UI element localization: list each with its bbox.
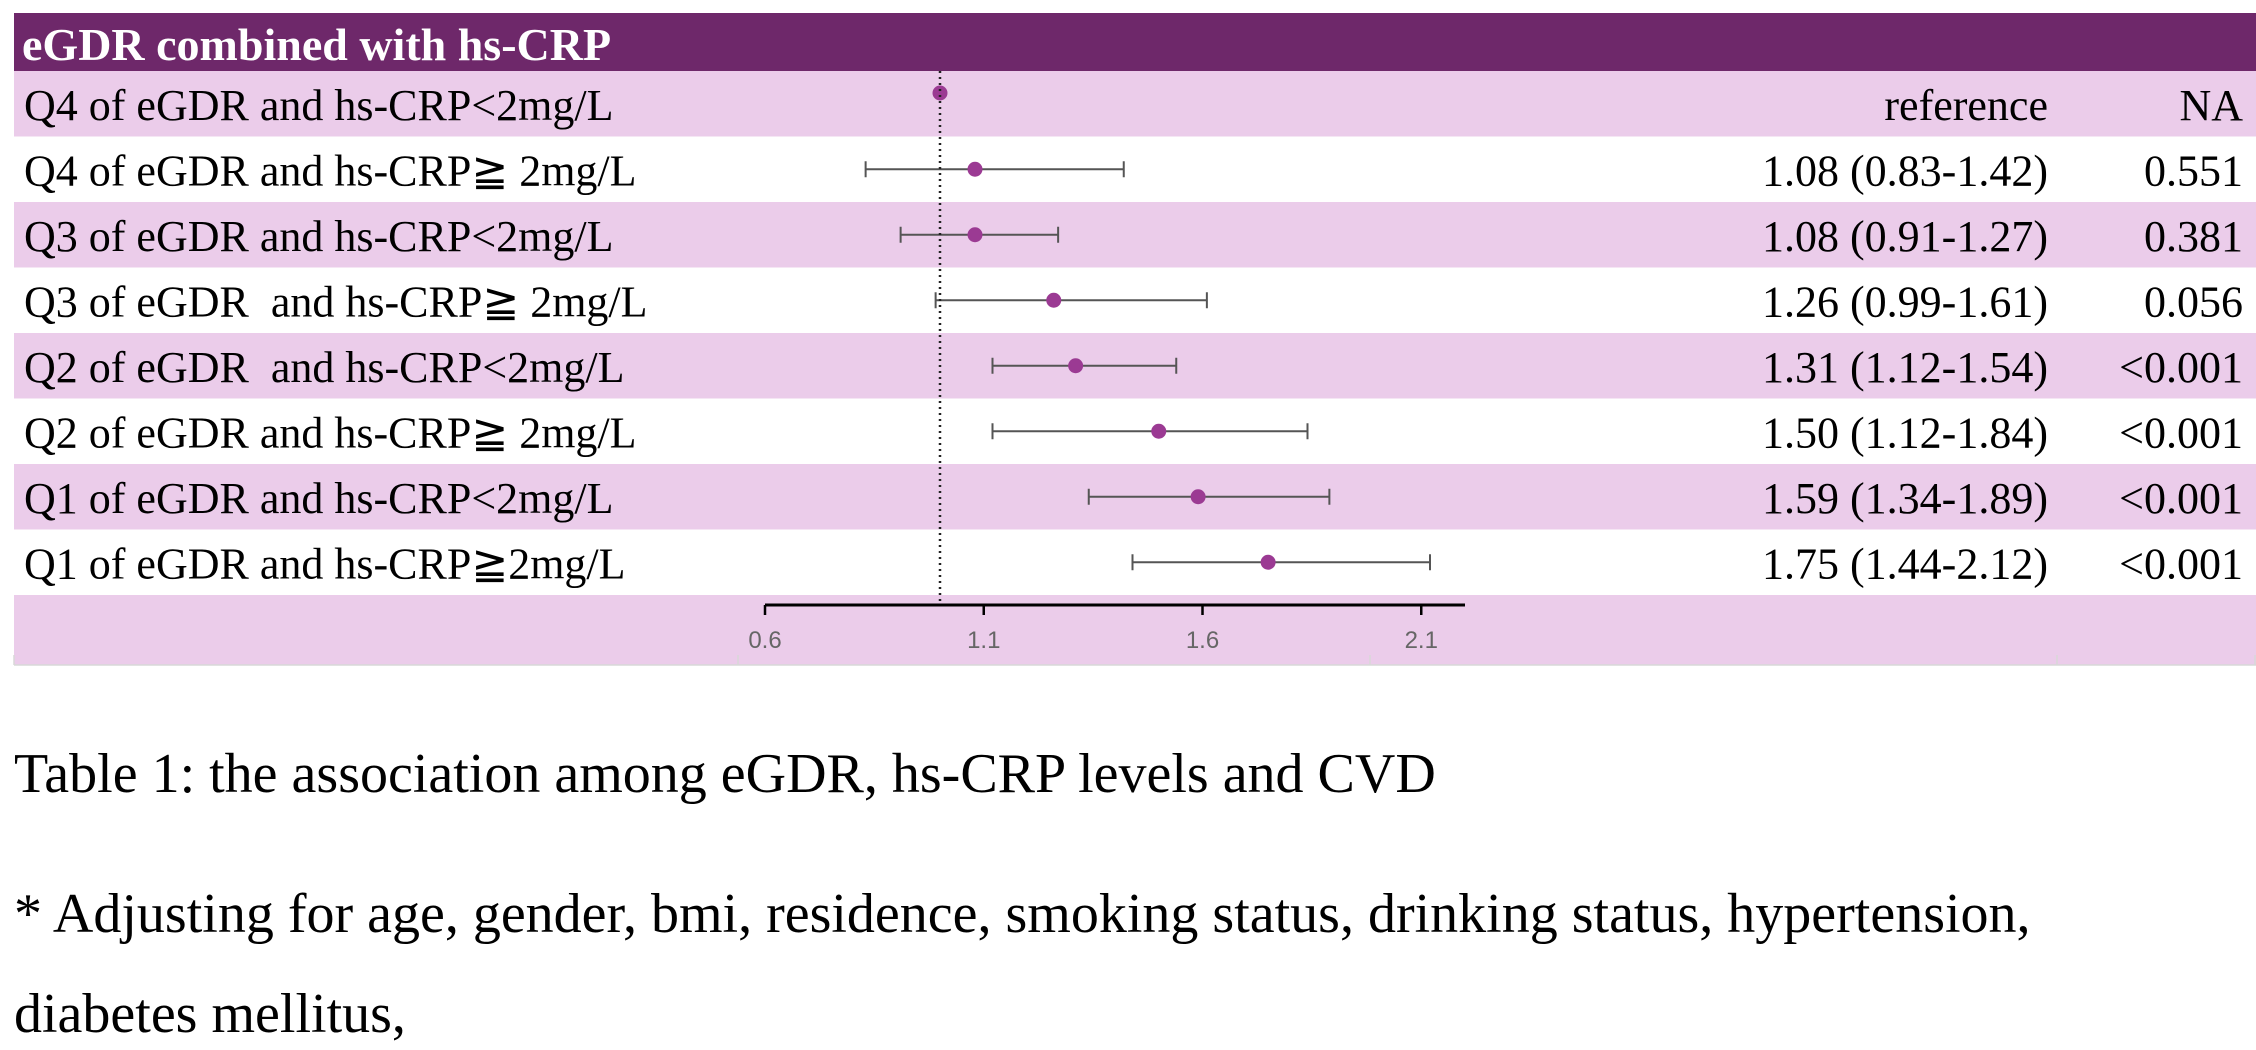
forest-row: Q2 of eGDR and hs-CRP≧ 2mg/L 1.50 (1.12-1… [24,408,2243,457]
table-caption: Table 1: the association among eGDR, hs-… [14,743,1436,805]
row-label: Q4 of eGDR and hs-CRP≧ 2mg/L [24,146,637,195]
or-ci-value: 1.08 (0.83-1.42) [1762,146,2048,195]
x-tick-label: 1.1 [967,627,1000,654]
p-value: 0.381 [2144,212,2243,261]
point-estimate [1068,358,1084,374]
forest-row: Q3 of eGDR and hs-CRP≧ 2mg/L 1.26 (0.99-1… [24,277,2243,326]
forest-row: Q1 of eGDR and hs-CRP≧2mg/L 1.75 (1.44-2.… [24,539,2243,588]
row-label: Q3 of eGDR and hs-CRP<2mg/L [24,212,613,261]
or-ci-value: reference [1884,81,2048,130]
axis-band [14,595,2256,665]
row-label: Q1 of eGDR and hs-CRP<2mg/L [24,474,613,523]
x-tick-label: 0.6 [748,627,781,654]
point-estimate [967,161,983,177]
forest-row: Q2 of eGDR and hs-CRP<2mg/L 1.31 (1.12-1.… [24,343,2243,392]
adjustment-note-line-2: diabetes mellitus, [14,983,406,1045]
or-ci-value: 1.08 (0.91-1.27) [1762,212,2048,261]
p-value: <0.001 [2119,539,2243,588]
forest-row: Q4 of eGDR and hs-CRP≧ 2mg/L 1.08 (0.83-1… [24,146,2243,195]
point-estimate [1260,554,1276,570]
or-ci-value: 1.75 (1.44-2.12) [1762,539,2048,588]
row-band [14,71,2256,137]
p-value: 0.056 [2144,277,2243,326]
or-ci-value: 1.31 (1.12-1.54) [1762,343,2048,392]
x-axis: 0.6 1.1 1.6 2.1 [748,603,1465,654]
p-value: <0.001 [2119,474,2243,523]
header-band [14,13,2256,71]
or-ci-value: 1.26 (0.99-1.61) [1762,277,2048,326]
row-label: Q4 of eGDR and hs-CRP<2mg/L [24,81,613,130]
forest-plot: eGDR combined with hs-CRP Q4 of eGDR and… [13,13,2256,666]
point-estimate [932,85,948,101]
point-estimate [1190,489,1206,505]
row-band [14,202,2256,268]
p-value: NA [2179,81,2243,130]
row-label: Q3 of eGDR and hs-CRP≧ 2mg/L [24,277,648,326]
forest-row: Q3 of eGDR and hs-CRP<2mg/L 1.08 (0.91-1.… [24,212,2243,261]
point-estimate [1046,292,1062,308]
p-value: <0.001 [2119,408,2243,457]
row-label: Q2 of eGDR and hs-CRP<2mg/L [24,343,624,392]
row-label: Q2 of eGDR and hs-CRP≧ 2mg/L [24,408,637,457]
or-ci-value: 1.59 (1.34-1.89) [1762,474,2048,523]
adjustment-note-line-1: * Adjusting for age, gender, bmi, reside… [14,883,2031,945]
point-estimate [967,227,983,243]
x-tick-label: 2.1 [1405,627,1438,654]
x-tick-label: 1.6 [1186,627,1219,654]
point-estimate [1151,423,1167,439]
forest-rows: Q4 of eGDR and hs-CRP<2mg/L reference NAQ4… [24,81,2243,589]
row-band [14,136,2256,202]
or-ci-value: 1.50 (1.12-1.84) [1762,408,2048,457]
p-value: 0.551 [2144,146,2243,195]
forest-row: Q1 of eGDR and hs-CRP<2mg/L 1.59 (1.34-1.… [24,474,2243,523]
p-value: <0.001 [2119,343,2243,392]
chart-title: eGDR combined with hs-CRP [22,19,611,70]
row-label: Q1 of eGDR and hs-CRP≧2mg/L [24,539,626,588]
forest-row: Q4 of eGDR and hs-CRP<2mg/L reference NA [24,81,2243,130]
